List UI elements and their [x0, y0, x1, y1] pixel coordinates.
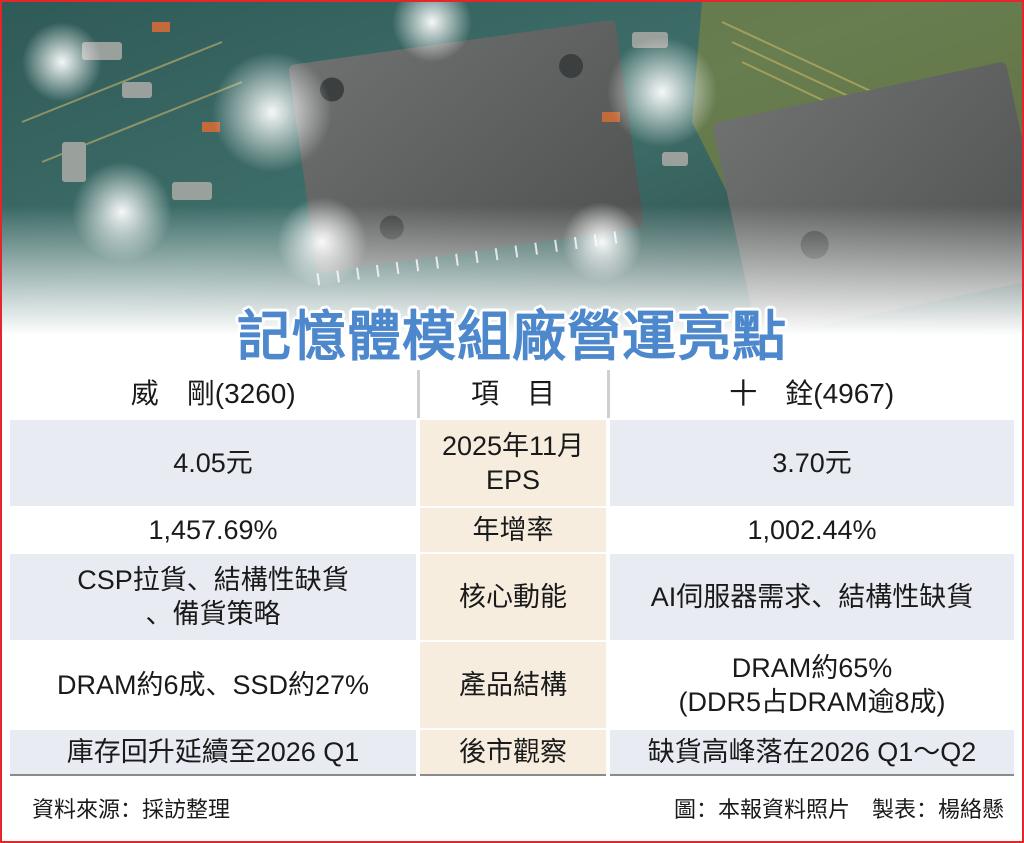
data-source-note: 資料來源：採訪整理 — [32, 797, 231, 822]
comparison-table: 威 剛(3260) 項 目 十 銓(4967) 4.05元 2025年11月 EP… — [10, 370, 1014, 776]
adata-yoy-cell: 1,457.69% — [10, 506, 418, 553]
cell-text: 核心動能 — [459, 582, 567, 612]
table-header-row: 威 剛(3260) 項 目 十 銓(4967) — [10, 370, 1014, 419]
cell-text: 3.70元 — [772, 448, 852, 478]
adata-eps-cell: 4.05元 — [10, 418, 418, 507]
teamgroup-outlook-cell: 缺貨高峰落在2026 Q1～Q2 — [608, 728, 1014, 776]
item-driver-cell: 核心動能 — [416, 552, 610, 641]
adata-mix-cell: DRAM約6成、SSD約27% — [10, 640, 418, 729]
cell-text: DRAM約6成、SSD約27% — [56, 670, 370, 700]
circuit-board-photo — [2, 2, 1022, 372]
header-adata: 威 剛(3260) — [10, 370, 418, 419]
item-outlook-cell: 後市觀察 — [416, 728, 610, 776]
cell-text: (DDR5占DRAM逾8成) — [678, 687, 946, 717]
cell-text: 庫存回升延續至2026 Q1 — [66, 737, 360, 767]
cell-text: EPS — [485, 465, 541, 495]
teamgroup-driver-cell: AI伺服器需求、結構性缺貨 — [608, 552, 1014, 641]
table-row: 庫存回升延續至2026 Q1 後市觀察 缺貨高峰落在2026 Q1～Q2 — [10, 728, 1014, 776]
table-row: DRAM約6成、SSD約27% 產品結構 DRAM約65% (DDR5占DRAM逾… — [10, 640, 1014, 729]
cell-text: 2025年11月 — [441, 431, 585, 461]
cell-text: 缺貨高峰落在2026 Q1～Q2 — [647, 737, 977, 767]
table-row: 4.05元 2025年11月 EPS 3.70元 — [10, 418, 1014, 507]
cell-text: 1,002.44% — [747, 515, 877, 545]
adata-outlook-cell: 庫存回升延續至2026 Q1 — [10, 728, 418, 776]
infographic-title: 記憶體模組廠營運亮點 — [237, 305, 787, 368]
cell-text: DRAM約65% — [731, 653, 893, 683]
header-item: 項 目 — [416, 370, 610, 419]
header-teamgroup: 十 銓(4967) — [608, 370, 1014, 419]
teamgroup-eps-cell: 3.70元 — [608, 418, 1014, 507]
cell-text: AI伺服器需求、結構性缺貨 — [650, 582, 974, 612]
cell-text: 1,457.69% — [148, 515, 278, 545]
table-row: 1,457.69% 年增率 1,002.44% — [10, 506, 1014, 553]
table-row: CSP拉貨、結構性缺貨 、備貨策略 核心動能 AI伺服器需求、結構性缺貨 — [10, 552, 1014, 641]
item-eps-cell: 2025年11月 EPS — [416, 418, 610, 507]
cell-text: 後市觀察 — [459, 737, 567, 767]
teamgroup-yoy-cell: 1,002.44% — [608, 506, 1014, 553]
adata-driver-cell: CSP拉貨、結構性缺貨 、備貨策略 — [10, 552, 418, 641]
cell-text: 4.05元 — [173, 448, 253, 478]
cell-text: 、備貨策略 — [145, 599, 281, 629]
cell-text: 產品結構 — [459, 670, 567, 700]
cell-text: 年增率 — [472, 515, 554, 545]
item-yoy-cell: 年增率 — [416, 506, 610, 553]
teamgroup-mix-cell: DRAM約65% (DDR5占DRAM逾8成) — [608, 640, 1014, 729]
item-mix-cell: 產品結構 — [416, 640, 610, 729]
credit-note: 圖：本報資料照片 製表：楊絡懸 — [673, 797, 1004, 822]
cell-text: CSP拉貨、結構性缺貨 — [77, 565, 349, 595]
